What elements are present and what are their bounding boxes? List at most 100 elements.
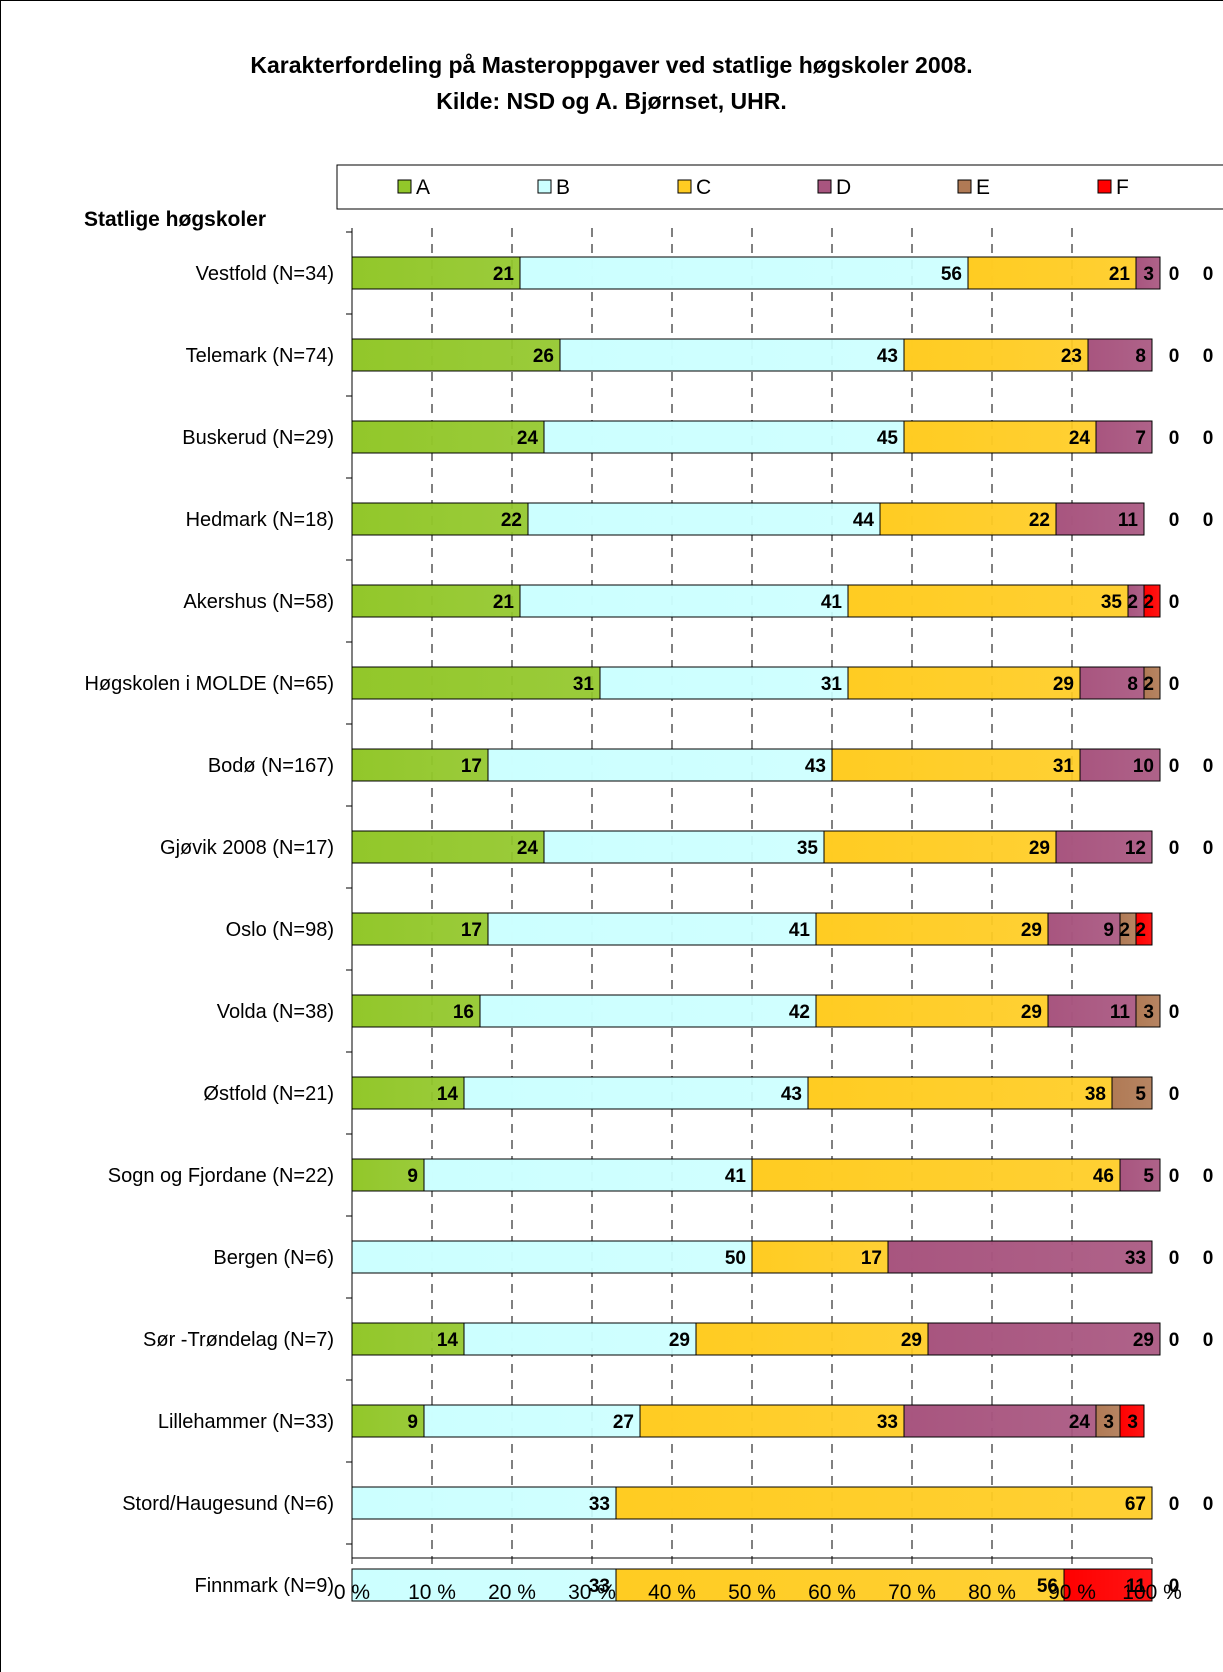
bar-segment-A	[351, 1322, 465, 1356]
data-label: 21	[1109, 264, 1131, 285]
data-label: 0	[1203, 1166, 1214, 1187]
data-label: 46	[1093, 1166, 1114, 1187]
data-label: 35	[1101, 592, 1123, 613]
bar-segment-C	[751, 1158, 1121, 1192]
data-label: 24	[517, 428, 539, 449]
x-tick-label: 60 %	[808, 1581, 856, 1604]
data-label: 24	[517, 838, 539, 859]
x-tick-label: 40 %	[648, 1581, 696, 1604]
bar-segment-C	[903, 420, 1097, 454]
bar-segment-E	[1095, 1404, 1121, 1438]
data-label: 33	[877, 1412, 898, 1433]
data-label: 2	[1143, 674, 1154, 695]
legend-swatch-B	[537, 179, 552, 194]
y-axis-title: Statlige høgskoler	[84, 208, 266, 231]
data-label: 35	[797, 838, 819, 859]
data-label: 3	[1143, 1002, 1154, 1023]
legend-label-F: F	[1116, 176, 1129, 199]
bar-segment-F	[1119, 1404, 1145, 1438]
bar-segment-E	[1135, 994, 1161, 1028]
chart-subtitle: Kilde: NSD og A. Bjørnset, UHR.	[436, 88, 787, 114]
data-label: 0	[1169, 1084, 1180, 1105]
data-label: 41	[821, 592, 843, 613]
bar-segment-B	[351, 1568, 617, 1602]
data-label: 29	[1133, 1330, 1154, 1351]
data-label: 44	[853, 510, 875, 531]
bar-segment-D	[1135, 256, 1161, 290]
bar-segment-C	[807, 1076, 1113, 1110]
category-label: Sogn og Fjordane (N=22)	[108, 1165, 334, 1187]
data-label: 67	[1125, 1494, 1146, 1515]
legend-box	[336, 164, 1223, 210]
data-label: 0	[1203, 264, 1214, 285]
bar-segment-B	[543, 420, 905, 454]
bar-segment-E	[1111, 1076, 1153, 1110]
bar-segment-D	[1095, 420, 1153, 454]
bar-segment-C	[847, 584, 1129, 618]
bar-segment-C	[815, 912, 1049, 946]
data-label: 11	[1118, 510, 1139, 531]
data-label: 0	[1169, 838, 1180, 859]
bar-segment-D	[1079, 748, 1161, 782]
x-tick-label: 30 %	[568, 1581, 616, 1604]
data-label: 50	[725, 1248, 746, 1269]
data-label: 0	[1203, 346, 1214, 367]
bar-segment-B	[527, 502, 881, 536]
bar-segment-D	[1079, 666, 1145, 700]
data-label: 21	[493, 592, 515, 613]
data-label: 22	[501, 510, 522, 531]
bar-segment-B	[463, 1076, 809, 1110]
bar-segment-C	[823, 830, 1057, 864]
legend-label-A: A	[416, 176, 430, 199]
bar-segment-B	[351, 1240, 753, 1274]
category-label: Stord/Haugesund (N=6)	[122, 1493, 334, 1515]
data-label: 0	[1203, 1494, 1214, 1515]
bar-segment-F	[1063, 1568, 1153, 1602]
data-label: 8	[1135, 346, 1146, 367]
data-label: 26	[533, 346, 554, 367]
data-label: 22	[1029, 510, 1050, 531]
data-label: 14	[437, 1084, 459, 1105]
bar-segment-C	[615, 1568, 1065, 1602]
data-label: 0	[1169, 1002, 1180, 1023]
bar-segment-D	[1119, 1158, 1161, 1192]
x-tick-label: 0 %	[334, 1581, 370, 1604]
bar-segment-A	[351, 256, 521, 290]
data-label: 29	[901, 1330, 922, 1351]
data-label: 3	[1127, 1412, 1138, 1433]
data-label: 0	[1203, 510, 1214, 531]
data-label: 2	[1135, 920, 1146, 941]
bar-segment-D	[1087, 338, 1153, 372]
bar-segment-A	[351, 338, 561, 372]
data-label: 0	[1203, 756, 1214, 777]
data-label: 23	[1061, 346, 1082, 367]
data-label: 16	[453, 1002, 474, 1023]
bar-segment-C	[751, 1240, 889, 1274]
bar-segment-A	[351, 1076, 465, 1110]
bar-segment-B	[463, 1322, 697, 1356]
bar-segment-C	[847, 666, 1081, 700]
bar-segment-C	[639, 1404, 905, 1438]
bar-segment-C	[967, 256, 1137, 290]
data-label: 14	[437, 1330, 459, 1351]
category-label: Lillehammer (N=33)	[158, 1411, 334, 1433]
data-label: 29	[1029, 838, 1050, 859]
category-label: Volda (N=38)	[217, 1001, 334, 1023]
category-label: Hedmark (N=18)	[186, 509, 334, 531]
data-label: 33	[1125, 1248, 1146, 1269]
data-label: 43	[781, 1084, 802, 1105]
data-label: 43	[805, 756, 826, 777]
legend-swatch-A	[397, 179, 412, 194]
data-label: 0	[1169, 674, 1180, 695]
bar-segment-B	[599, 666, 849, 700]
data-label: 43	[877, 346, 898, 367]
category-label: Finnmark (N=9)	[195, 1575, 334, 1597]
legend-swatch-C	[677, 179, 692, 194]
x-tick-label: 70 %	[888, 1581, 936, 1604]
data-label: 5	[1135, 1084, 1146, 1105]
data-label: 9	[407, 1166, 418, 1187]
data-label: 9	[1103, 920, 1114, 941]
data-label: 7	[1135, 428, 1146, 449]
data-label: 56	[941, 264, 962, 285]
